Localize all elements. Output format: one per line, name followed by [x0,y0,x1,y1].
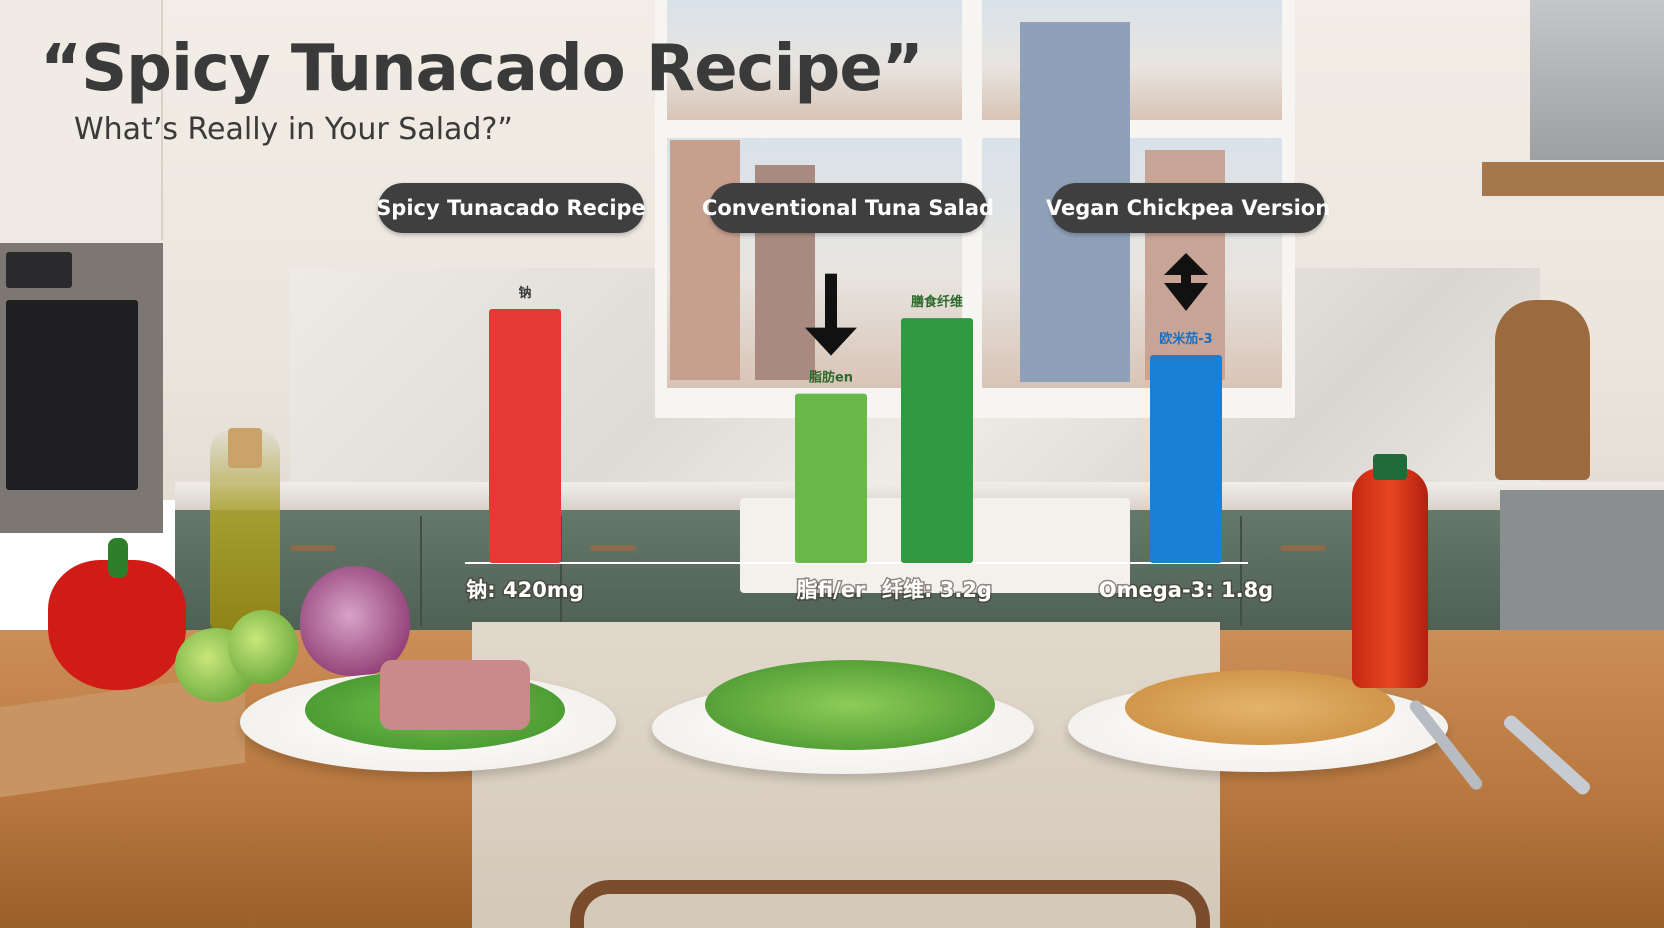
group-pill-conventional: Conventional Tuna Salad [702,183,994,233]
bars-layer [489,309,1222,563]
bar-1 [795,393,867,563]
arrow-down-icon [805,273,857,356]
arrows-layer [805,252,1208,356]
olive-oil-cork [228,428,262,468]
wall-cabinet [0,0,163,240]
bar-3 [1150,354,1222,563]
hot-sauce-cap [1373,454,1407,480]
cutting-board-hanging [1495,300,1590,480]
building [670,140,740,380]
bar-top-label-2: 膳食纤维 [911,294,963,310]
bar-top-label-0: 钠 [518,285,531,301]
page-title: “Spicy Tunacado Recipe” [40,32,924,106]
axis-label-0: 钠: 420mg [466,578,583,602]
window-pane [667,0,962,120]
cabinet-divider [560,516,562,626]
oven-door [6,300,138,490]
seared-tuna [380,660,530,730]
bar-0 [489,309,561,563]
cabinet-divider [420,516,422,626]
axis-label-2: 纤维: 3.2g [882,578,992,602]
hot-sauce-bottle [1352,468,1428,688]
pepper-stem [108,538,128,578]
axis-label-3: Omega-3: 1.8g [1099,578,1273,602]
lime [228,610,298,684]
red-onion [300,566,410,676]
salad-mixed [705,660,995,750]
cabinet-handle [1280,545,1326,551]
bar-top-label-1: 脂肪en [808,370,853,386]
chickpeas [1125,670,1395,745]
group-pill-vegan: Vegan Chickpea Version [1046,183,1330,233]
cabinet-handle [290,545,336,551]
red-bell-pepper [48,560,186,690]
arrow-updown-icon [1164,252,1208,311]
bar-2 [901,318,973,563]
range-hood [1530,0,1664,160]
wall-shelf [1482,162,1664,196]
oven-control-panel [6,252,72,288]
cabinet-handle [590,545,636,551]
cabinet-divider [1240,516,1242,626]
bar-top-label-3: 欧米茄-3 [1159,331,1212,347]
axis-label-1: 脂fi/er [797,578,866,602]
page-subtitle: What’s Really in Your Salad?” [74,112,513,147]
group-pill-tunacado: Spicy Tunacado Recipe [376,183,646,233]
